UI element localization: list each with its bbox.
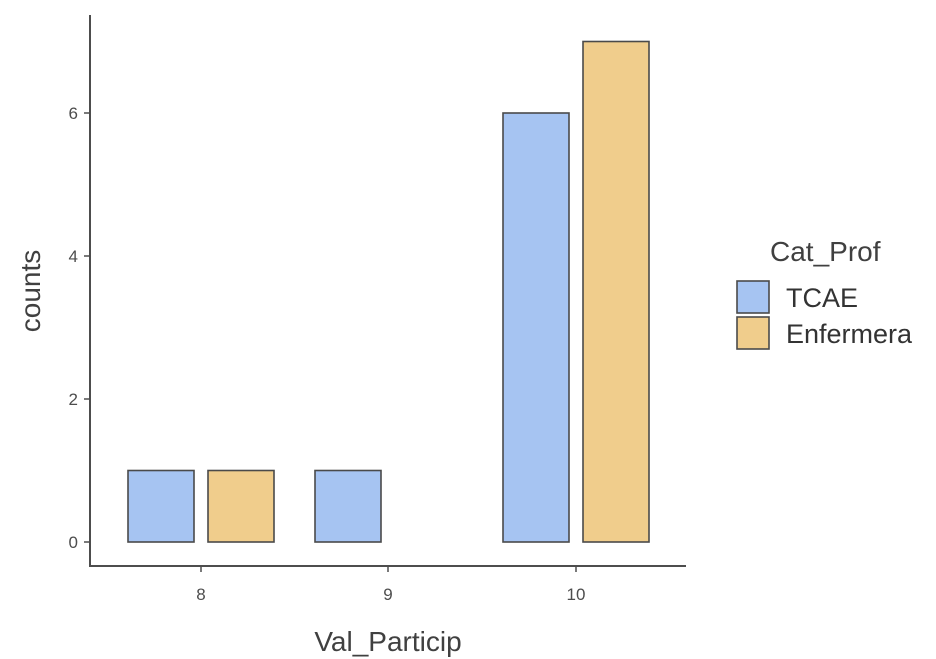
legend-swatch-tcae bbox=[736, 280, 770, 314]
bar-tcae-8 bbox=[127, 469, 195, 543]
legend: Cat_Prof TCAE Enfermera bbox=[736, 236, 913, 350]
y-axis-title: counts bbox=[15, 250, 46, 333]
y-tick-label-0: 0 bbox=[69, 533, 78, 552]
x-tick-label-9: 9 bbox=[383, 585, 392, 604]
x-tick-label-10: 10 bbox=[567, 585, 586, 604]
legend-label-enfermera: Enfermera bbox=[786, 319, 913, 349]
bar-enfermera-10 bbox=[582, 40, 650, 543]
x-tick-label-8: 8 bbox=[196, 585, 205, 604]
legend-label-tcae: TCAE bbox=[786, 283, 858, 313]
legend-title: Cat_Prof bbox=[770, 236, 881, 267]
y-ticks: 0 2 4 6 bbox=[69, 104, 90, 552]
legend-swatch-enfermera bbox=[736, 316, 770, 350]
y-tick-label-6: 6 bbox=[69, 104, 78, 123]
y-tick-label-4: 4 bbox=[69, 247, 78, 266]
bar-enfermera-8 bbox=[207, 469, 275, 543]
x-ticks: 8 9 10 bbox=[196, 566, 585, 604]
bar-tcae-9 bbox=[314, 469, 382, 543]
plot-area bbox=[127, 40, 650, 543]
y-tick-label-2: 2 bbox=[69, 390, 78, 409]
bar-tcae-10 bbox=[502, 112, 570, 543]
x-axis-title: Val_Particip bbox=[314, 626, 461, 657]
